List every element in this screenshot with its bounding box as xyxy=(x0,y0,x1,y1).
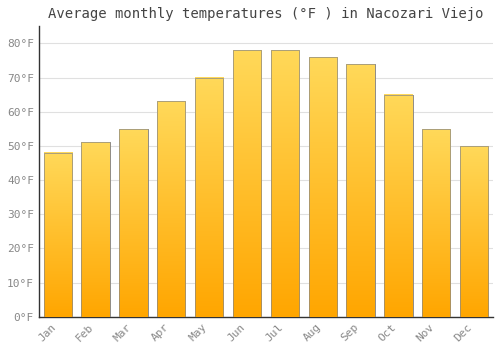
Bar xyxy=(82,142,110,317)
Bar xyxy=(460,146,488,317)
Bar xyxy=(422,129,450,317)
Bar xyxy=(346,64,375,317)
Bar xyxy=(308,57,337,317)
Bar xyxy=(44,153,72,317)
Bar xyxy=(308,57,337,317)
Bar xyxy=(460,146,488,317)
Bar xyxy=(82,142,110,317)
Bar xyxy=(384,94,412,317)
Bar xyxy=(157,102,186,317)
Bar xyxy=(270,50,299,317)
Bar xyxy=(233,50,261,317)
Bar xyxy=(384,94,412,317)
Bar xyxy=(422,129,450,317)
Bar xyxy=(270,50,299,317)
Title: Average monthly temperatures (°F ) in Nacozari Viejo: Average monthly temperatures (°F ) in Na… xyxy=(48,7,484,21)
Bar xyxy=(346,64,375,317)
Bar xyxy=(195,78,224,317)
Bar xyxy=(119,129,148,317)
Bar xyxy=(44,153,72,317)
Bar xyxy=(195,78,224,317)
Bar xyxy=(233,50,261,317)
Bar xyxy=(157,102,186,317)
Bar xyxy=(119,129,148,317)
